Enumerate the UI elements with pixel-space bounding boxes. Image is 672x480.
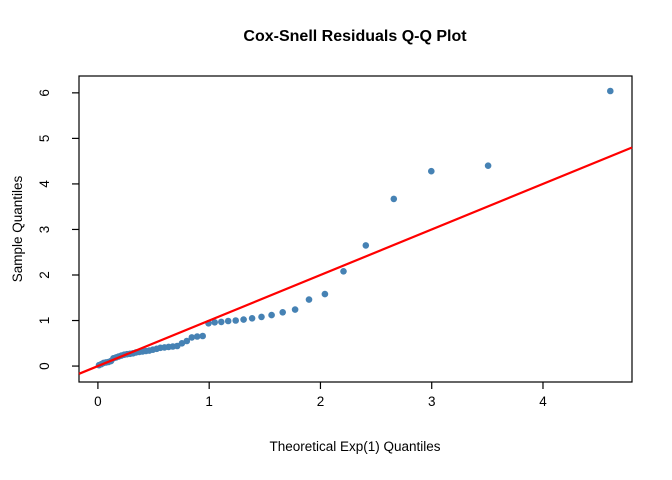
- data-point: [248, 315, 256, 322]
- data-point: [291, 306, 299, 313]
- data-point: [178, 340, 186, 347]
- x-axis-ticks: 0 1 2 3 4: [94, 382, 547, 409]
- data-point: [340, 268, 347, 275]
- x-tick-label: 0: [94, 394, 102, 409]
- y-tick-label: 0: [37, 362, 52, 370]
- plot-frame: [78, 75, 633, 383]
- data-point: [188, 334, 196, 341]
- data-point: [199, 332, 206, 340]
- data-point: [362, 242, 370, 249]
- data-point: [258, 313, 265, 321]
- data-point: [183, 337, 191, 345]
- y-tick-label: 3: [37, 226, 52, 234]
- y-tick-label: 6: [37, 89, 52, 97]
- data-point: [193, 333, 201, 340]
- data-point: [607, 87, 614, 95]
- data-point: [305, 296, 313, 303]
- data-point: [218, 318, 225, 326]
- data-point: [484, 162, 492, 169]
- y-axis-label: Sample Quantiles: [10, 175, 25, 282]
- data-point: [390, 195, 398, 203]
- scatter-points: [95, 87, 614, 369]
- reference-line: [78, 146, 633, 375]
- x-axis-label: Theoretical Exp(1) Quantiles: [269, 439, 440, 454]
- data-point: [428, 167, 435, 175]
- data-point: [232, 317, 239, 324]
- data-point: [321, 290, 329, 298]
- x-tick-label: 1: [205, 394, 213, 409]
- x-tick-label: 3: [428, 394, 436, 409]
- x-tick-label: 4: [539, 394, 547, 409]
- chart-title: Cox-Snell Residuals Q-Q Plot: [243, 28, 467, 45]
- y-tick-label: 4: [37, 180, 52, 188]
- data-point: [240, 316, 247, 323]
- x-tick-label: 2: [317, 394, 325, 409]
- data-point: [279, 309, 287, 316]
- y-tick-label: 5: [37, 135, 52, 143]
- y-axis-ticks: 0 1 2 3 4 5 6: [37, 89, 79, 370]
- y-tick-label: 1: [37, 317, 52, 325]
- data-point: [211, 319, 218, 326]
- y-tick-label: 2: [37, 271, 52, 279]
- data-point: [224, 317, 232, 325]
- data-point: [268, 311, 275, 319]
